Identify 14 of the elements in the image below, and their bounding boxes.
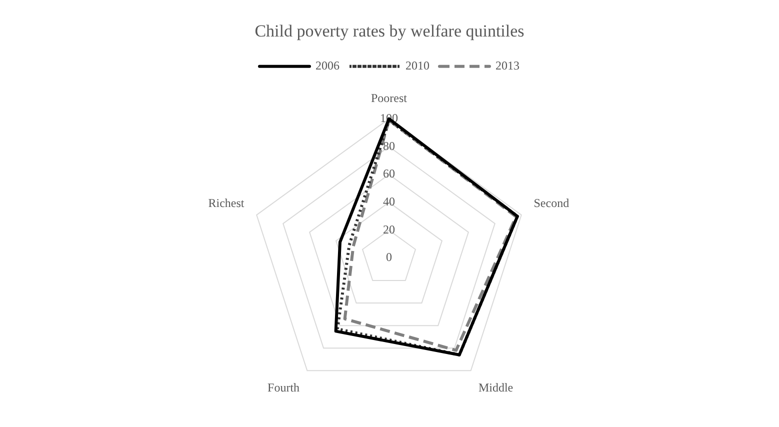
y-tick-label: 60 xyxy=(383,166,395,181)
spoke-label: Poorest xyxy=(371,90,408,105)
y-tick-label: 20 xyxy=(383,222,395,236)
legend-label: 2006 xyxy=(316,58,340,73)
spoke-label: Middle xyxy=(478,380,514,394)
spoke-label: Fourth xyxy=(268,380,300,394)
y-tick-label: 80 xyxy=(383,138,395,153)
spoke-label: Richest xyxy=(208,196,245,210)
spoke-label: Second xyxy=(534,196,570,210)
y-tick-label: 40 xyxy=(383,194,395,208)
legend-label: 2010 xyxy=(406,58,430,73)
y-tick-label: 0 xyxy=(386,250,392,264)
chart-title: Child poverty rates by welfare quintiles xyxy=(254,22,524,41)
legend-label: 2013 xyxy=(496,58,520,73)
